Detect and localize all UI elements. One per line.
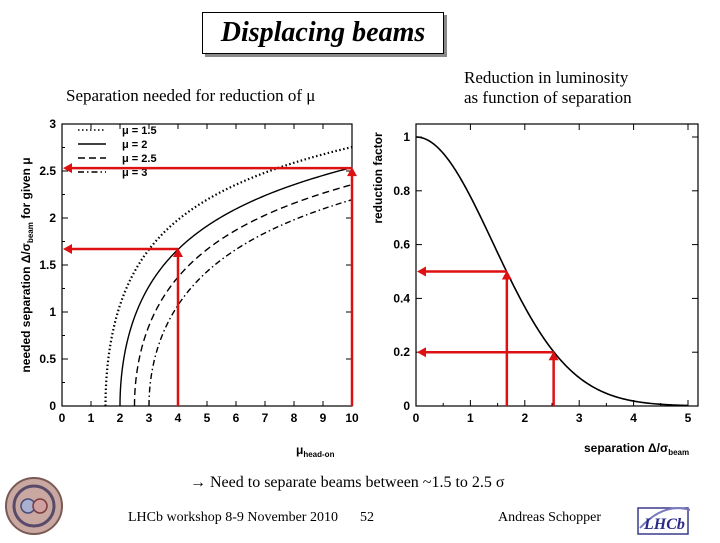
left-chart-caption: Separation needed for reduction of μ (66, 86, 316, 105)
left-y-tick-label: 0.5 (39, 352, 56, 366)
lhcb-logo-text: LHCb (643, 516, 685, 533)
left-x-tick-label: 3 (146, 411, 153, 425)
left-legend-label: μ = 3 (122, 167, 147, 179)
footer-workshop: LHCb workshop 8-9 November 2010 (128, 510, 338, 525)
right-x-axis-label: separation Δ/σbeam (584, 441, 689, 457)
left-annotation-arrowhead-left (63, 244, 72, 255)
right-plot-frame (415, 123, 699, 407)
right-x-tick-label: 1 (467, 411, 474, 425)
cern-accelerator-logo (2, 474, 66, 538)
footer-page-number: 52 (360, 510, 374, 525)
left-y-tick-label: 0 (49, 399, 56, 413)
slide-title-box: Displacing beams (202, 12, 444, 54)
left-annotation-arrowhead-left (63, 163, 72, 174)
right-annotation-arrowhead-up (548, 351, 559, 361)
right-annotation-arrowhead-left (417, 266, 426, 277)
slide-title: Displacing beams (220, 17, 426, 48)
right-y-axis-label: reduction factor (371, 132, 385, 224)
left-y-tick-label: 3 (49, 117, 56, 131)
right-caption-line2: as function of separation (464, 88, 632, 107)
left-series-line-2 (133, 183, 353, 407)
left-series-line-3 (148, 199, 353, 407)
right-y-tick-label: 0 (403, 399, 410, 413)
conclusion-text: → Need to separate beams between ~1.5 to… (190, 474, 505, 491)
right-chart-caption: Reduction in luminosity as function of s… (464, 68, 632, 108)
right-x-tick-label: 5 (685, 411, 692, 425)
left-y-axis-label: needed separation Δ/σbeam for given μ (19, 157, 35, 372)
left-y-tick-label: 1.5 (39, 258, 56, 272)
left-legend-label: μ = 2.5 (122, 153, 157, 165)
left-y-tick-label: 1 (49, 305, 56, 319)
right-x-tick-label: 4 (630, 411, 637, 425)
right-caption-line1: Reduction in luminosity (464, 68, 629, 87)
left-x-tick-label: 7 (262, 411, 269, 425)
left-x-tick-label: 0 (59, 411, 66, 425)
left-annotation-arrowhead-up (347, 167, 357, 177)
left-x-tick-label: 4 (175, 411, 182, 425)
right-x-tick-label: 0 (413, 411, 420, 425)
left-x-tick-label: 8 (291, 411, 298, 425)
left-x-tick-label: 1 (88, 411, 95, 425)
left-y-tick-label: 2.5 (39, 164, 56, 178)
left-x-tick-label: 5 (204, 411, 211, 425)
right-y-tick-label: 0.4 (393, 291, 410, 305)
footer-author: Andreas Schopper (498, 510, 602, 525)
right-x-tick-label: 3 (576, 411, 583, 425)
left-legend-label: μ = 2 (122, 139, 147, 151)
left-x-tick-label: 10 (345, 411, 359, 425)
left-x-tick-label: 6 (233, 411, 240, 425)
left-x-tick-label: 9 (320, 411, 327, 425)
left-legend-label: μ = 1.5 (122, 125, 157, 137)
right-annotation-arrowhead-left (417, 347, 426, 358)
right-y-tick-label: 0.6 (393, 238, 410, 252)
right-x-tick-label: 2 (521, 411, 528, 425)
right-y-tick-label: 0.8 (393, 184, 410, 198)
left-annotation-arrowhead-up (173, 248, 183, 258)
left-y-tick-label: 2 (49, 211, 56, 225)
right-y-tick-label: 0.2 (393, 345, 410, 359)
right-annotation-arrowhead-up (501, 270, 512, 280)
left-series-line-0 (104, 145, 353, 407)
right-y-tick-label: 1 (403, 130, 410, 144)
lhcb-logo: LHCb (634, 498, 694, 538)
right-series-line (415, 136, 689, 407)
left-x-tick-label: 2 (117, 411, 124, 425)
